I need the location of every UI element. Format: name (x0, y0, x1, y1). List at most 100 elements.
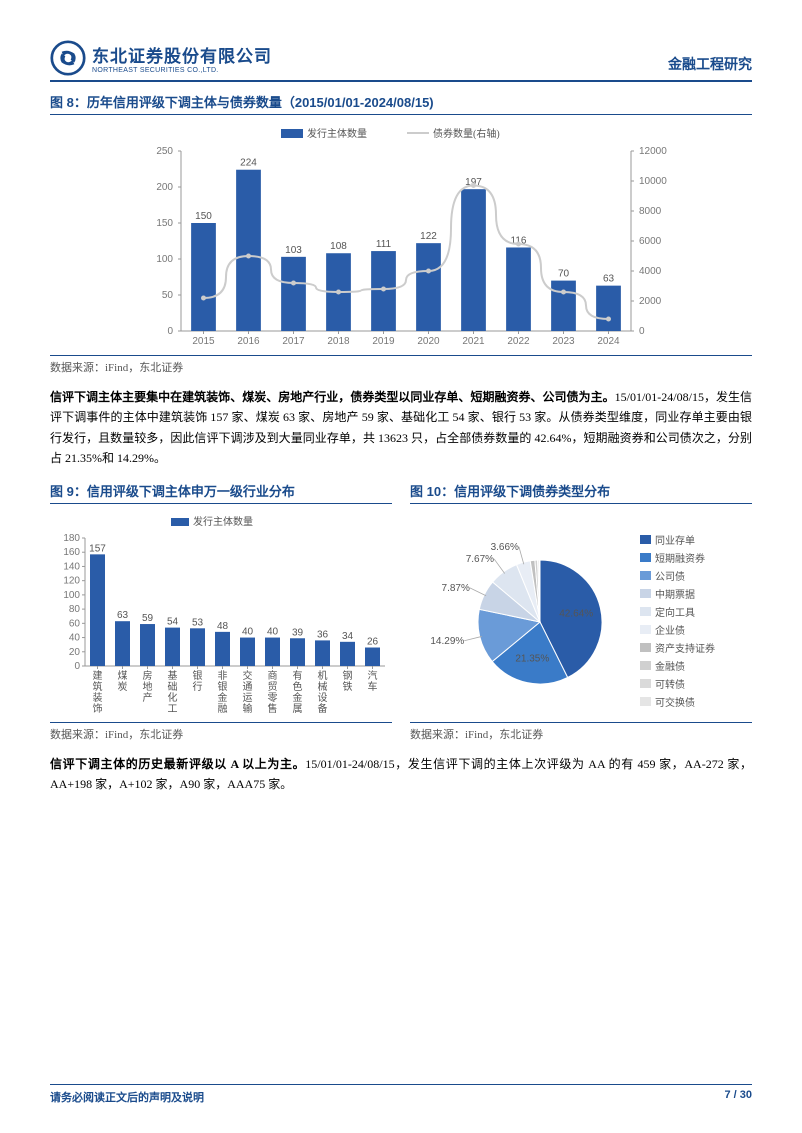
svg-text:120: 120 (63, 575, 80, 586)
legend-label: 同业存单 (655, 532, 695, 547)
svg-text:100: 100 (156, 254, 173, 265)
pie-legend-item: 资产支持证券 (640, 640, 752, 655)
page-footer: 请务必阅读正文后的声明及说明 7 / 30 (50, 1084, 752, 1105)
company-logo-icon (50, 40, 86, 76)
svg-text:157: 157 (89, 543, 106, 554)
svg-text:2023: 2023 (552, 336, 575, 347)
svg-text:金: 金 (218, 691, 228, 704)
svg-text:10000: 10000 (639, 176, 667, 187)
svg-text:140: 140 (63, 561, 80, 572)
svg-text:商: 商 (268, 669, 278, 682)
svg-text:工: 工 (168, 704, 178, 715)
svg-text:2020: 2020 (417, 336, 440, 347)
svg-text:108: 108 (330, 241, 347, 252)
pie-legend-item: 金融债 (640, 658, 752, 673)
company-name-en: NORTHEAST SECURITIES CO.,LTD. (92, 67, 272, 74)
svg-text:备: 备 (318, 702, 328, 715)
svg-text:房: 房 (143, 669, 153, 682)
svg-text:63: 63 (603, 274, 615, 285)
svg-text:0: 0 (167, 326, 173, 337)
svg-text:产: 产 (143, 691, 153, 704)
svg-text:122: 122 (420, 231, 437, 242)
legend-swatch (640, 679, 651, 688)
legend-label: 公司债 (655, 568, 685, 583)
svg-text:39: 39 (292, 627, 304, 638)
svg-text:贸: 贸 (268, 681, 278, 693)
svg-text:21.35%: 21.35% (515, 653, 549, 664)
svg-text:59: 59 (142, 613, 154, 624)
footer-disclaimer: 请务必阅读正文后的声明及说明 (50, 1089, 204, 1105)
svg-text:融: 融 (218, 703, 228, 715)
pie-legend-item: 定向工具 (640, 604, 752, 619)
paragraph-1: 信评下调主体主要集中在建筑装饰、煤炭、房地产行业，债券类型以同业存单、短期融资券… (50, 387, 752, 469)
pie-legend-item: 可转债 (640, 676, 752, 691)
svg-text:54: 54 (167, 616, 179, 627)
svg-text:6000: 6000 (639, 236, 662, 247)
fig9-chart: 发行主体数量020406080100120140160180157建筑装饰63煤… (50, 512, 392, 722)
legend-swatch (640, 553, 651, 562)
svg-text:饰: 饰 (93, 702, 103, 715)
svg-text:40: 40 (267, 626, 279, 637)
pie-legend-item: 中期票据 (640, 586, 752, 601)
svg-text:53: 53 (192, 617, 204, 628)
svg-text:金: 金 (293, 691, 303, 704)
svg-text:有: 有 (293, 669, 303, 682)
svg-text:债券数量(右轴): 债券数量(右轴) (433, 127, 500, 140)
svg-text:非: 非 (218, 670, 228, 682)
legend-swatch (640, 607, 651, 616)
svg-text:建: 建 (93, 669, 103, 682)
svg-text:70: 70 (558, 269, 570, 280)
svg-text:7.87%: 7.87% (442, 582, 470, 593)
svg-text:通: 通 (243, 681, 253, 693)
legend-label: 可交换债 (655, 694, 695, 709)
svg-text:7.67%: 7.67% (466, 554, 494, 565)
svg-text:地: 地 (143, 680, 153, 693)
svg-text:筑: 筑 (93, 680, 103, 693)
company-name-cn: 东北证券股份有限公司 (92, 42, 272, 67)
svg-text:械: 械 (318, 680, 328, 693)
logo-block: 东北证券股份有限公司 NORTHEAST SECURITIES CO.,LTD. (50, 40, 272, 76)
svg-text:铁: 铁 (343, 680, 353, 693)
paragraph-2: 信评下调主体的历史最新评级以 A 以上为主。15/01/01-24/08/15，… (50, 754, 752, 795)
legend-label: 短期融资券 (655, 550, 705, 565)
svg-text:2017: 2017 (282, 336, 305, 347)
legend-label: 中期票据 (655, 586, 695, 601)
svg-text:14.29%: 14.29% (430, 635, 464, 646)
svg-text:售: 售 (268, 702, 278, 715)
svg-text:20: 20 (69, 646, 81, 657)
svg-text:行: 行 (193, 680, 203, 693)
svg-text:属: 属 (293, 703, 303, 715)
legend-label: 金融债 (655, 658, 685, 673)
svg-text:4000: 4000 (639, 266, 662, 277)
svg-text:2022: 2022 (507, 336, 530, 347)
svg-text:250: 250 (156, 146, 173, 157)
svg-text:交: 交 (243, 669, 253, 682)
svg-text:2021: 2021 (462, 336, 485, 347)
page-number: 7 / 30 (724, 1089, 752, 1105)
svg-text:运: 运 (243, 692, 253, 704)
svg-text:26: 26 (367, 636, 379, 647)
svg-text:3.66%: 3.66% (491, 541, 519, 552)
legend-label: 可转债 (655, 676, 685, 691)
svg-text:80: 80 (69, 604, 81, 615)
pie-legend-item: 同业存单 (640, 532, 752, 547)
fig9-title: 图 9：信用评级下调主体申万一级行业分布 (50, 481, 392, 504)
svg-text:50: 50 (162, 290, 174, 301)
legend-swatch (640, 643, 651, 652)
legend-swatch (640, 589, 651, 598)
svg-text:础: 础 (168, 681, 178, 693)
svg-text:基: 基 (168, 669, 178, 682)
svg-text:钢: 钢 (343, 669, 353, 682)
para2-bold: 信评下调主体的历史最新评级以 A 以上为主。 (50, 757, 305, 771)
svg-text:48: 48 (217, 620, 229, 631)
svg-text:0: 0 (74, 661, 80, 672)
fig9-source: 数据来源：iFind，东北证券 (50, 722, 392, 742)
svg-text:发行主体数量: 发行主体数量 (193, 515, 253, 528)
legend-swatch (640, 697, 651, 706)
svg-text:煤: 煤 (118, 669, 128, 682)
svg-text:化: 化 (168, 691, 178, 704)
svg-text:设: 设 (318, 692, 328, 704)
svg-text:2024: 2024 (597, 336, 620, 347)
svg-text:2019: 2019 (372, 336, 395, 347)
svg-text:103: 103 (285, 245, 302, 256)
